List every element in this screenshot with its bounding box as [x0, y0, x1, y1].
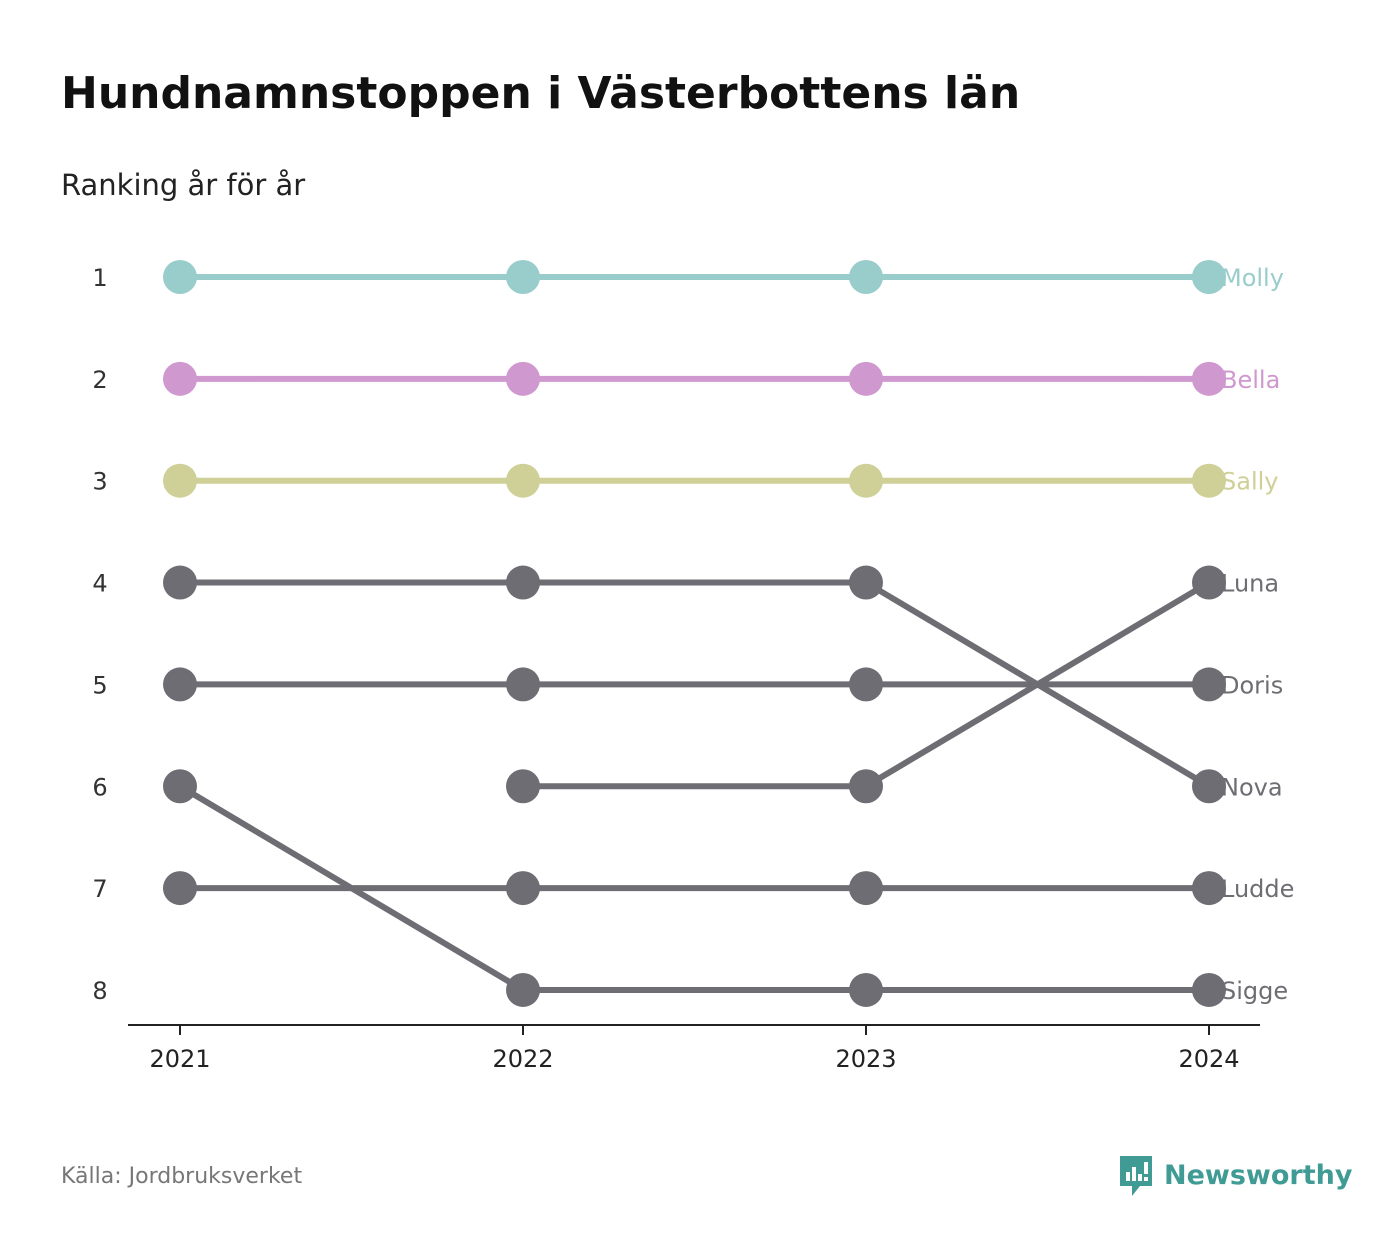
series-labels: Luna Doris Nova Ludde Sigge Molly Bella Sally — [1221, 264, 1294, 1005]
brand-logo: Newsworthy — [1118, 1152, 1352, 1198]
brand-name: Newsworthy — [1164, 1159, 1353, 1191]
series-point-sally — [849, 463, 883, 498]
series-line-nova — [177, 579, 1212, 790]
y-tick-label: 7 — [92, 875, 107, 903]
series-point-sigge — [1192, 972, 1226, 1007]
series-point-ludde — [163, 871, 197, 906]
newsworthy-logo-icon — [1120, 1156, 1152, 1196]
series-point-molly — [506, 260, 540, 294]
series-label-doris: Doris — [1221, 671, 1283, 699]
chart-title: Hundnamnstoppen i Västerbottens län — [61, 68, 1021, 119]
x-tick-label: 2024 — [1178, 1045, 1239, 1073]
series-label-sally: Sally — [1221, 468, 1278, 496]
series-point-doris — [163, 667, 197, 702]
y-tick-label: 5 — [92, 671, 107, 699]
y-tick-label: 6 — [92, 773, 107, 801]
series-label-nova: Nova — [1221, 773, 1283, 801]
y-tick-label: 8 — [92, 977, 107, 1005]
series-point-sally — [1192, 463, 1226, 498]
x-tick-label: 2022 — [492, 1045, 553, 1073]
y-tick-label: 3 — [92, 468, 107, 496]
series-label-sigge: Sigge — [1221, 977, 1288, 1005]
series-point-bella — [849, 361, 883, 396]
series-point-ludde — [506, 871, 540, 906]
series-label-luna: Luna — [1221, 570, 1279, 598]
y-axis-ticks: 1 2 3 4 5 6 7 8 — [92, 264, 107, 1005]
series-point-molly — [1192, 260, 1226, 294]
series-point-sally — [163, 463, 197, 498]
series-point-nova — [849, 565, 883, 600]
series-point-bella — [163, 361, 197, 396]
y-tick-label: 2 — [92, 366, 107, 394]
series-point-luna — [1192, 565, 1226, 600]
series-point-doris — [506, 667, 540, 702]
series-label-bella: Bella — [1221, 366, 1280, 394]
chart-subtitle: Ranking år för år — [61, 168, 306, 202]
x-tick-label: 2023 — [835, 1045, 896, 1073]
series-point-sally — [506, 463, 540, 498]
series-line-sigge — [177, 783, 1212, 993]
source-note: Källa: Jordbruksverket — [61, 1164, 303, 1189]
series-point-luna — [849, 769, 883, 804]
x-axis: 2021 2022 2023 2024 — [128, 1024, 1260, 1073]
y-tick-label: 1 — [92, 264, 107, 292]
series-lines — [177, 274, 1212, 993]
series-label-molly: Molly — [1221, 264, 1284, 292]
series-point-nova — [1192, 769, 1226, 804]
series-point-ludde — [1192, 871, 1226, 906]
series-point-bella — [506, 361, 540, 396]
series-point-molly — [849, 260, 883, 294]
y-tick-label: 4 — [92, 570, 107, 598]
series-point-bella — [1192, 361, 1226, 396]
series-point-sigge — [163, 769, 197, 804]
series-point-doris — [849, 667, 883, 702]
series-point-luna — [506, 769, 540, 804]
series-points — [163, 260, 1226, 1007]
series-label-ludde: Ludde — [1221, 875, 1294, 903]
series-point-molly — [163, 260, 197, 294]
series-point-nova — [163, 565, 197, 600]
series-point-sigge — [506, 972, 540, 1007]
series-point-ludde — [849, 871, 883, 906]
series-point-doris — [1192, 667, 1226, 702]
series-point-nova — [506, 565, 540, 600]
x-tick-label: 2021 — [149, 1045, 210, 1073]
series-point-sigge — [849, 972, 883, 1007]
